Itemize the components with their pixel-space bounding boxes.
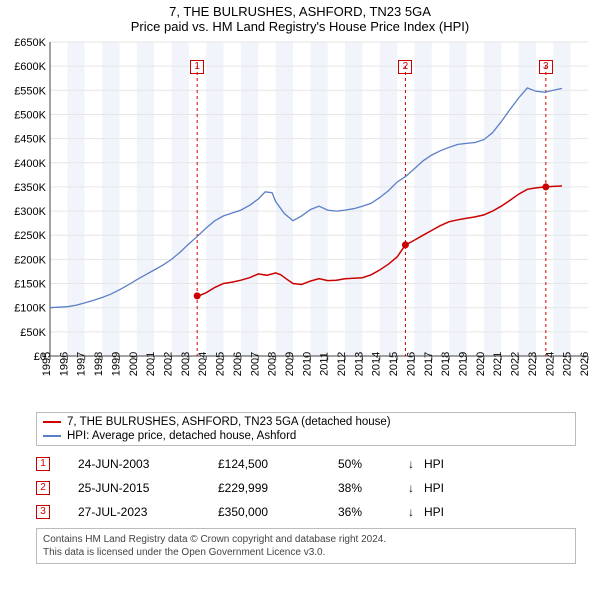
svg-text:2018: 2018 xyxy=(440,352,452,376)
sale-price: £350,000 xyxy=(218,505,338,519)
sale-number: 3 xyxy=(36,505,50,519)
svg-text:2020: 2020 xyxy=(475,352,487,376)
svg-text:£500K: £500K xyxy=(14,109,46,121)
svg-text:1996: 1996 xyxy=(58,352,70,376)
sale-marker: 1 xyxy=(190,60,204,74)
svg-text:1999: 1999 xyxy=(110,352,122,376)
down-arrow-icon: ↓ xyxy=(408,457,424,471)
legend-label: HPI: Average price, detached house, Ashf… xyxy=(67,430,296,442)
sale-hpi-label: HPI xyxy=(424,457,444,471)
svg-text:2009: 2009 xyxy=(284,352,296,376)
sale-number: 1 xyxy=(36,457,50,471)
svg-text:1998: 1998 xyxy=(93,352,105,376)
svg-text:2017: 2017 xyxy=(423,352,435,376)
legend-label: 7, THE BULRUSHES, ASHFORD, TN23 5GA (det… xyxy=(67,416,391,428)
svg-text:£250K: £250K xyxy=(14,230,46,242)
chart-header: 7, THE BULRUSHES, ASHFORD, TN23 5GA Pric… xyxy=(6,4,594,34)
sale-hpi-label: HPI xyxy=(424,481,444,495)
svg-text:2025: 2025 xyxy=(562,352,574,376)
svg-text:2006: 2006 xyxy=(232,352,244,376)
svg-text:2026: 2026 xyxy=(579,352,591,376)
sale-pct: 38% xyxy=(338,481,408,495)
svg-text:2003: 2003 xyxy=(180,352,192,376)
svg-text:£650K: £650K xyxy=(14,37,46,49)
svg-text:£100K: £100K xyxy=(14,303,46,315)
svg-text:2007: 2007 xyxy=(249,352,261,376)
svg-text:2013: 2013 xyxy=(353,352,365,376)
svg-text:1997: 1997 xyxy=(76,352,88,376)
svg-text:2010: 2010 xyxy=(301,352,313,376)
svg-text:1995: 1995 xyxy=(41,352,53,376)
sale-row: 1 24-JUN-2003£124,50050%↓HPI xyxy=(36,452,576,476)
legend: 7, THE BULRUSHES, ASHFORD, TN23 5GA (det… xyxy=(36,412,576,446)
svg-text:2002: 2002 xyxy=(162,352,174,376)
legend-swatch xyxy=(43,421,61,423)
svg-text:2000: 2000 xyxy=(128,352,140,376)
sale-price: £229,999 xyxy=(218,481,338,495)
svg-text:2019: 2019 xyxy=(458,352,470,376)
sale-row: 3 27-JUL-2023£350,00036%↓HPI xyxy=(36,500,576,524)
sale-row: 2 25-JUN-2015£229,99938%↓HPI xyxy=(36,476,576,500)
svg-text:£350K: £350K xyxy=(14,182,46,194)
sale-date: 27-JUL-2023 xyxy=(78,505,218,519)
legend-swatch xyxy=(43,435,61,437)
chart-subtitle: Price paid vs. HM Land Registry's House … xyxy=(6,19,594,34)
svg-text:£50K: £50K xyxy=(20,327,46,339)
svg-text:£200K: £200K xyxy=(14,254,46,266)
svg-text:£450K: £450K xyxy=(14,134,46,146)
svg-text:2008: 2008 xyxy=(267,352,279,376)
footer-line2: This data is licensed under the Open Gov… xyxy=(43,546,569,559)
footer-attribution: Contains HM Land Registry data © Crown c… xyxy=(36,528,576,564)
chart-svg: £0£50K£100K£150K£200K£250K£300K£350K£400… xyxy=(6,36,594,406)
sale-number: 2 xyxy=(36,481,50,495)
legend-item: 7, THE BULRUSHES, ASHFORD, TN23 5GA (det… xyxy=(43,415,569,429)
legend-item: HPI: Average price, detached house, Ashf… xyxy=(43,429,569,443)
svg-text:2001: 2001 xyxy=(145,352,157,376)
sale-price: £124,500 xyxy=(218,457,338,471)
svg-text:2015: 2015 xyxy=(388,352,400,376)
chart-title: 7, THE BULRUSHES, ASHFORD, TN23 5GA xyxy=(6,4,594,19)
svg-text:2016: 2016 xyxy=(405,352,417,376)
sale-date: 24-JUN-2003 xyxy=(78,457,218,471)
sale-pct: 36% xyxy=(338,505,408,519)
sale-marker: 3 xyxy=(539,60,553,74)
down-arrow-icon: ↓ xyxy=(408,481,424,495)
svg-text:2004: 2004 xyxy=(197,352,209,376)
svg-text:£300K: £300K xyxy=(14,206,46,218)
svg-text:£550K: £550K xyxy=(14,85,46,97)
svg-text:2022: 2022 xyxy=(510,352,522,376)
svg-text:2014: 2014 xyxy=(371,352,383,376)
svg-text:2005: 2005 xyxy=(215,352,227,376)
svg-text:2021: 2021 xyxy=(492,352,504,376)
chart-area: £0£50K£100K£150K£200K£250K£300K£350K£400… xyxy=(6,36,594,406)
svg-text:£600K: £600K xyxy=(14,61,46,73)
sale-date: 25-JUN-2015 xyxy=(78,481,218,495)
svg-text:2012: 2012 xyxy=(336,352,348,376)
sales-table: 124-JUN-2003£124,50050%↓HPI225-JUN-2015£… xyxy=(36,452,576,524)
footer-line1: Contains HM Land Registry data © Crown c… xyxy=(43,533,569,546)
sale-pct: 50% xyxy=(338,457,408,471)
svg-text:2023: 2023 xyxy=(527,352,539,376)
sale-hpi-label: HPI xyxy=(424,505,444,519)
sale-marker: 2 xyxy=(398,60,412,74)
page: 7, THE BULRUSHES, ASHFORD, TN23 5GA Pric… xyxy=(0,0,600,590)
svg-text:£150K: £150K xyxy=(14,279,46,291)
down-arrow-icon: ↓ xyxy=(408,505,424,519)
svg-text:£400K: £400K xyxy=(14,158,46,170)
